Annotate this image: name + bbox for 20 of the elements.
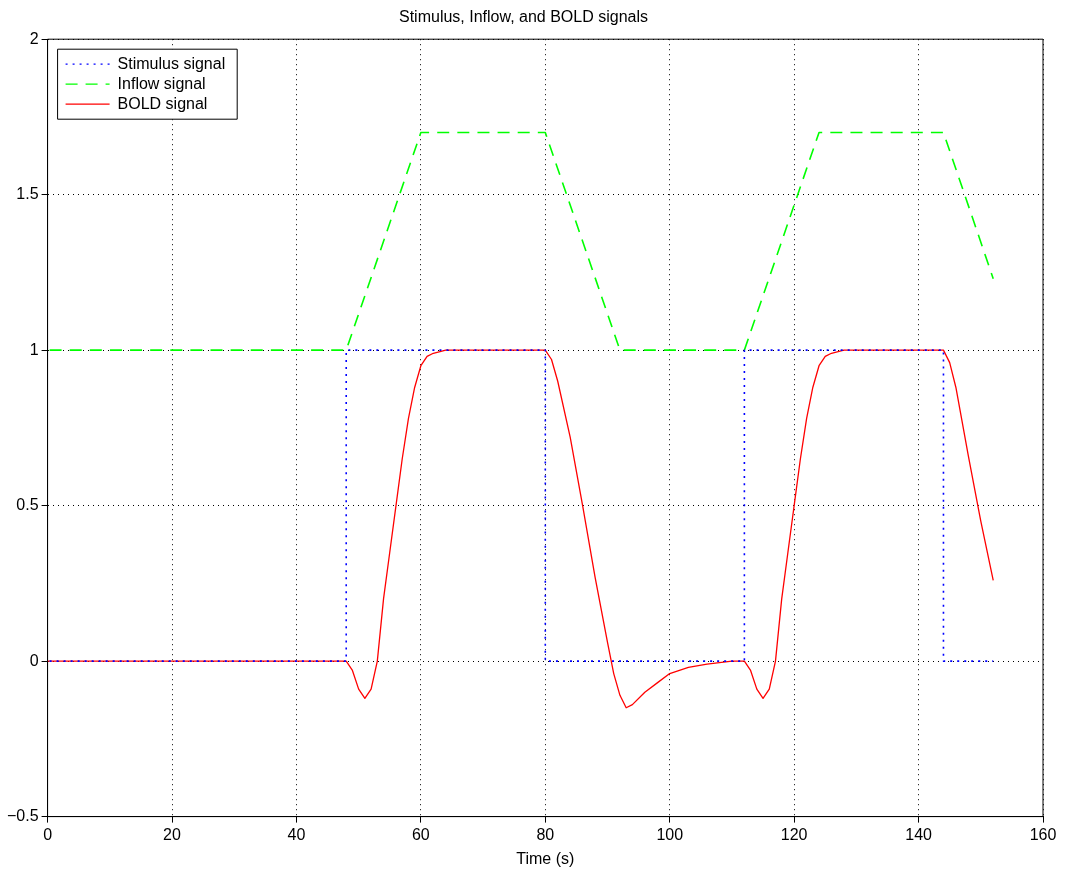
x-tick-label: 60 <box>411 825 430 843</box>
x-tick-label: 160 <box>1029 825 1057 843</box>
x-tick-label: 120 <box>780 825 808 843</box>
x-tick-label: 140 <box>905 825 933 843</box>
legend-label: BOLD signal <box>117 94 208 112</box>
y-tick-label: −0.5 <box>6 807 39 825</box>
chart-title: Stimulus, Inflow, and BOLD signals <box>398 8 649 26</box>
x-tick-label: 100 <box>656 825 684 843</box>
x-tick-label: 20 <box>163 825 182 843</box>
x-tick-label: 0 <box>43 825 53 843</box>
legend-label: Stimulus signal <box>117 54 226 72</box>
x-axis-title: Time (s) <box>516 849 575 867</box>
y-tick-label: 2 <box>29 29 39 47</box>
y-tick-label: 0.5 <box>16 496 39 514</box>
x-tick-label: 80 <box>536 825 555 843</box>
legend-label: Inflow signal <box>117 74 206 92</box>
y-tick-label: 0 <box>29 651 39 669</box>
y-tick-label: 1.5 <box>16 185 39 203</box>
x-tick-label: 40 <box>287 825 306 843</box>
y-tick-label: 1 <box>29 340 39 358</box>
